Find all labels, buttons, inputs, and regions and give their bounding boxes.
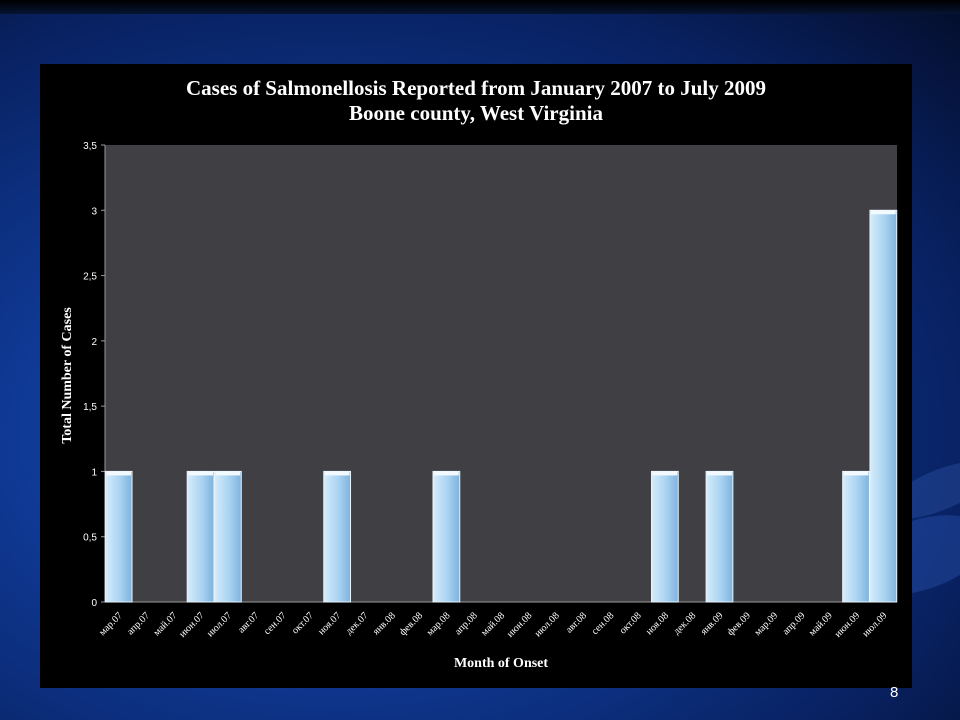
top-band [0,0,960,14]
x-axis-label: Month of Onset [454,656,548,671]
x-tick-label: май.07 [151,610,179,638]
x-tick-label: июл.09 [860,610,889,639]
x-tick-label: сен.07 [262,610,289,637]
x-tick-label: июн.07 [177,610,206,639]
x-tick-label: фев.09 [725,610,753,638]
x-tick-label: май.09 [807,610,835,638]
x-tick-label: авг.07 [236,610,261,635]
x-tick-label: май.08 [479,610,507,638]
chart-subtitle: Boone county, West Virginia [349,101,603,125]
x-tick-label: июл.07 [205,610,234,639]
x-tick-label: июл.08 [533,610,562,639]
x-tick-label: окт.07 [290,610,316,636]
x-tick-label: мар.07 [97,610,125,638]
bar-highlight [106,471,132,476]
y-tick-label: 0,5 [83,533,97,544]
bar-ноя.08 [650,470,679,603]
chart-title: Cases of Salmonellosis Reported from Jan… [185,76,767,100]
bar-highlight [188,471,213,476]
x-tick-label: июн.08 [505,610,534,639]
x-tick-label: апр.07 [125,610,152,637]
page-number: 8 [890,684,899,701]
bar-июл.09 [869,209,898,603]
x-tick-label: окт.08 [618,610,644,636]
bar-highlight [324,471,350,476]
bar-мар.07 [104,470,133,603]
x-tick-label: апр.08 [453,610,480,637]
bar-июн.09 [842,470,870,603]
bar-highlight [652,471,678,476]
y-tick-label: 3 [91,206,97,217]
chart-title-block: Cases of Salmonellosis Reported from Jan… [0,76,952,126]
y-tick-label: 2,5 [83,272,97,283]
x-tick-label: ноя.08 [644,610,671,637]
x-tick-label: июн.09 [833,610,862,639]
y-tick-label: 1,5 [83,402,97,413]
x-tick-label: дек.07 [344,610,371,637]
x-tick-label: апр.09 [781,610,808,637]
x-tick-label: дек.08 [672,610,699,637]
x-tick-label: авг.08 [564,610,589,635]
bar-ноя.07 [323,470,352,603]
y-axis-label: Total Number of Cases [60,307,75,444]
y-tick-label: 2 [91,337,97,348]
bar-янв.09 [705,470,734,603]
bar-highlight [707,471,732,476]
y-tick-label: 3,5 [83,141,97,152]
x-tick-label: ноя.07 [316,610,343,637]
x-tick-label: сен.08 [590,610,617,637]
bar-highlight [215,471,241,476]
bar-highlight [870,210,896,215]
bar-highlight [433,471,459,476]
bar-июл.07 [214,470,242,603]
x-tick-label: фев.08 [398,610,426,638]
x-tick-label: янв.09 [699,610,726,637]
y-tick-label: 0 [91,598,97,609]
x-tick-label: мар.08 [425,610,453,638]
bar-мар.08 [432,470,461,603]
y-tick-label: 1 [91,467,97,478]
bar-highlight [843,471,869,476]
x-tick-label: мар.09 [753,610,781,638]
x-tick-label: янв.08 [371,610,398,637]
bar-июн.07 [186,470,215,603]
